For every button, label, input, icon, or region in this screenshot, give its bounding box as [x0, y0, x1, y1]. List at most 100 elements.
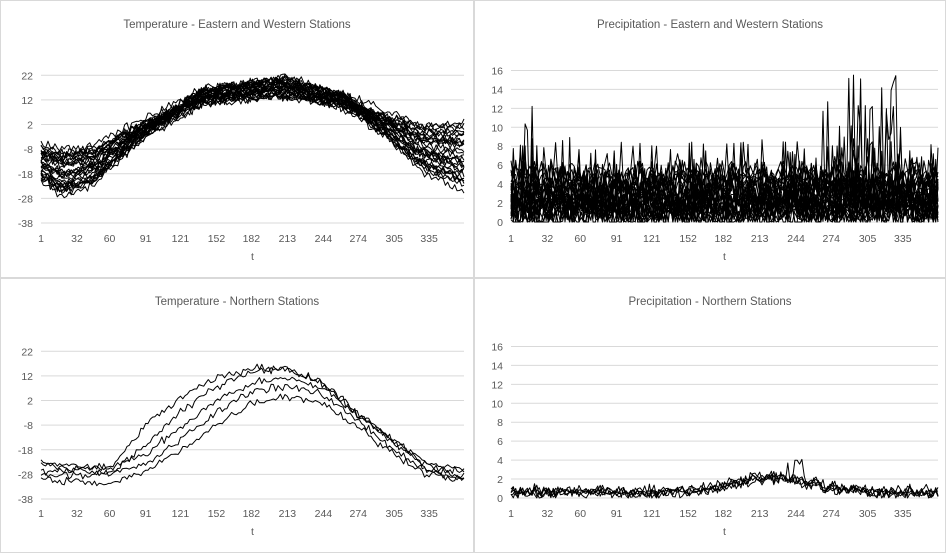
x-tick-label: 121 [643, 233, 661, 245]
y-tick-label: -38 [18, 218, 33, 230]
x-tick-label: 335 [420, 233, 438, 245]
x-tick-label: 213 [279, 508, 297, 520]
x-tick-label: 305 [859, 508, 877, 520]
y-tick-label: 2 [497, 198, 503, 210]
y-tick-label: 22 [21, 70, 33, 82]
chart-title: Temperature - Northern Stations [154, 296, 320, 308]
y-tick-label: 14 [491, 84, 503, 96]
x-tick-label: 152 [679, 508, 697, 520]
x-tick-label: 60 [574, 508, 586, 520]
x-tick-label: 91 [140, 233, 152, 245]
series-line-24 [510, 142, 939, 214]
chart-panel-4: Precipitation - Northern Stations 16 14 12 1… [474, 278, 946, 553]
y-tick-label: 0 [497, 493, 503, 505]
x-tick-label: 1 [38, 233, 44, 245]
series-line-3 [40, 376, 465, 479]
y-tick-label: 10 [491, 122, 503, 134]
x-tick-label: 91 [611, 508, 623, 520]
y-tick-label: -38 [18, 494, 33, 506]
x-tick-label: 121 [172, 233, 190, 245]
chart-svg: 16 14 12 10 8 6 4 2 01 32 60 91 121 152 182 213 244 274 30… [491, 65, 939, 263]
series-line-28 [510, 141, 939, 223]
x-tick-label: 274 [822, 233, 840, 245]
x-tick-label: 152 [208, 233, 226, 245]
y-tick-label: -18 [18, 445, 33, 457]
x-tick-label: 274 [349, 233, 367, 245]
y-tick-label: 10 [491, 398, 503, 410]
x-tick-label: 32 [71, 508, 83, 520]
x-tick-label: 274 [349, 508, 367, 520]
x-tick-label: 182 [243, 508, 261, 520]
x-tick-label: 335 [894, 233, 912, 245]
series-line-29 [510, 138, 939, 223]
x-tick-label: 91 [140, 508, 152, 520]
x-tick-label: 60 [574, 233, 586, 245]
y-tick-label: 12 [21, 95, 33, 107]
x-tick-label: 244 [315, 508, 333, 520]
chart-svg: 16 14 12 10 8 6 4 2 01 32 60 91 121 152 182 213 244 274 30… [491, 341, 939, 538]
y-tick-label: 2 [27, 396, 33, 408]
chart-panel-1: Temperature - Eastern and Western Statio… [0, 0, 474, 278]
x-tick-label: 152 [208, 508, 226, 520]
y-tick-label: 4 [497, 455, 503, 467]
x-tick-label: 1 [508, 233, 514, 245]
x-tick-label: 152 [679, 233, 697, 245]
y-tick-label: 14 [491, 360, 503, 372]
series-line-5 [40, 393, 465, 487]
x-tick-label: 244 [787, 233, 805, 245]
x-tick-label: 32 [71, 233, 83, 245]
series-line-4 [40, 383, 465, 481]
x-tick-label: 305 [386, 233, 404, 245]
chart-panel-3: Temperature - Northern Stations 22 12 2 -8 -1… [0, 278, 474, 553]
x-tick-label: 213 [279, 233, 297, 245]
chart-title: Precipitation - Northern Stations [628, 296, 792, 308]
x-tick-label: 60 [104, 508, 116, 520]
y-tick-label: 12 [21, 371, 33, 383]
series-line-1 [40, 73, 465, 153]
series-line-2 [40, 365, 465, 476]
x-tick-label: 121 [172, 508, 190, 520]
x-tick-label: 1 [38, 508, 44, 520]
x-tick-label: 32 [542, 233, 554, 245]
y-tick-label: 22 [21, 346, 33, 358]
x-tick-label: 305 [386, 508, 404, 520]
chart-svg: 22 12 2 -8 -18 -28 -38 1 32 60 91 121 152 182 213 244 27… [18, 70, 465, 263]
x-axis-label: t [251, 251, 254, 263]
x-tick-label: 182 [715, 508, 733, 520]
series-line-30 [510, 153, 939, 206]
y-tick-label: -8 [24, 144, 33, 156]
chart-panel-2: Precipitation - Eastern and Western Stat… [474, 0, 946, 278]
y-tick-label: 12 [491, 379, 503, 391]
y-tick-label: 6 [497, 160, 503, 172]
y-tick-label: 2 [27, 120, 33, 132]
chart-title: Temperature - Eastern and Western Statio… [123, 19, 351, 31]
y-tick-label: 16 [491, 65, 503, 77]
series-line-30 [40, 76, 465, 199]
x-axis-label: t [723, 526, 726, 538]
x-axis-label: t [723, 251, 726, 263]
y-tick-label: -18 [18, 169, 33, 181]
x-tick-label: 182 [715, 233, 733, 245]
x-tick-label: 274 [822, 508, 840, 520]
y-tick-label: -8 [24, 420, 33, 432]
x-tick-label: 213 [751, 508, 769, 520]
x-tick-label: 305 [859, 233, 877, 245]
x-tick-label: 335 [894, 508, 912, 520]
chart-title: Precipitation - Eastern and Western Stat… [596, 19, 824, 31]
x-tick-label: 244 [787, 508, 805, 520]
y-tick-label: 6 [497, 436, 503, 448]
series-line-5 [510, 470, 939, 499]
x-tick-label: 244 [315, 233, 333, 245]
y-tick-label: 12 [491, 103, 503, 115]
x-axis-label: t [251, 526, 254, 538]
x-tick-label: 182 [243, 233, 261, 245]
y-tick-label: 2 [497, 474, 503, 486]
y-tick-label: 8 [497, 141, 503, 153]
y-tick-label: -28 [18, 469, 33, 481]
x-tick-label: 1 [508, 508, 514, 520]
y-tick-label: 0 [497, 217, 503, 229]
x-tick-label: 335 [420, 508, 438, 520]
series-line-18 [40, 76, 465, 178]
y-tick-label: 4 [497, 179, 503, 191]
